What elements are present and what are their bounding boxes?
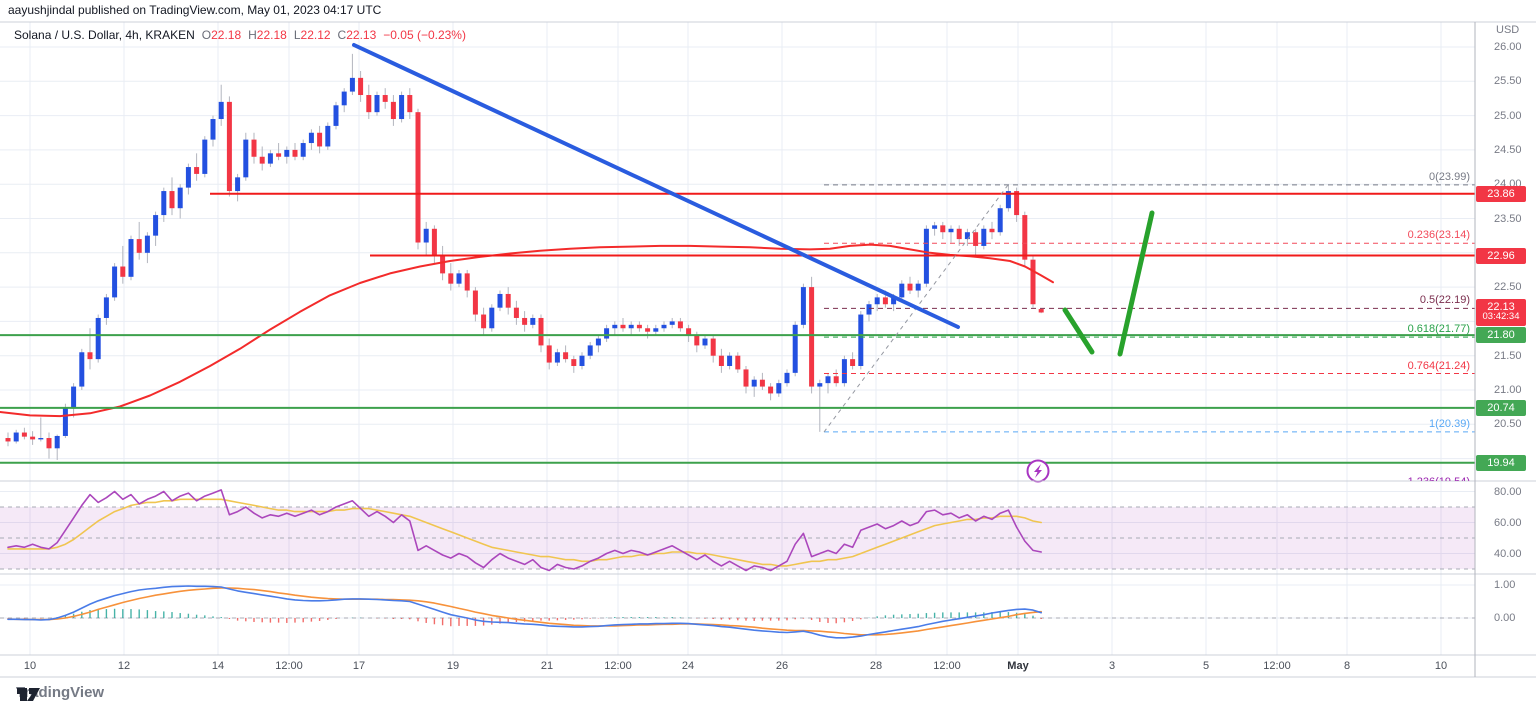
- time-tick-label[interactable]: 26: [775, 660, 789, 672]
- price-tick-label: 21.50: [1494, 349, 1522, 362]
- price-tick-label: 24.50: [1494, 143, 1522, 156]
- time-tick-label[interactable]: 19: [446, 660, 460, 672]
- price-badge: 22.13 03:42:34: [1476, 299, 1526, 327]
- time-tick-label[interactable]: 17: [352, 660, 366, 672]
- price-tick-label: 21.00: [1494, 384, 1522, 396]
- macd-tick-label: 0.00: [1494, 612, 1516, 624]
- time-tick-label[interactable]: 24: [681, 660, 695, 672]
- price-badge: 22.96: [1476, 247, 1526, 264]
- price-tick-label: 20.50: [1494, 418, 1522, 431]
- legend-ohlc-label: C: [337, 28, 347, 42]
- rsi-tick-label: 40.00: [1494, 547, 1522, 560]
- time-tick-label[interactable]: 12:00: [933, 660, 961, 672]
- legend-ohlc-value: 22.12: [300, 28, 331, 42]
- legend-ohlc: O22.18 H22.18 L22.12 C22.13: [195, 28, 377, 42]
- lightning-marker[interactable]: [1026, 459, 1050, 483]
- price-axis-currency-label: USD: [1496, 24, 1520, 36]
- time-tick-label[interactable]: 10: [23, 660, 37, 672]
- candle-countdown: 03:42:34: [1482, 311, 1520, 323]
- time-tick-label[interactable]: 21: [540, 660, 554, 672]
- publish-info: aayushjindal published on TradingView.co…: [8, 3, 382, 17]
- price-tick-label: 23.50: [1494, 212, 1522, 225]
- price-tick-label: 25.50: [1494, 75, 1522, 88]
- price-badge: 19.94: [1476, 454, 1526, 471]
- lightning-icon: [1034, 464, 1042, 478]
- tradingview-logo[interactable]: TradingView: [16, 684, 104, 701]
- rsi-tick-label: 80.00: [1494, 485, 1522, 498]
- price-tick-label: 22.50: [1494, 281, 1522, 294]
- time-tick-label[interactable]: 12:00: [275, 660, 303, 672]
- time-tick-label[interactable]: 14: [211, 660, 225, 672]
- legend-ohlc-label: O: [201, 28, 212, 42]
- price-badge: 20.74: [1476, 399, 1526, 416]
- macd-tick-label: 1.00: [1494, 579, 1516, 591]
- chart-legend: Solana / U.S. Dollar, 4h, KRAKEN O22.18 H2…: [14, 28, 466, 42]
- time-tick-label[interactable]: 12: [117, 660, 131, 672]
- legend-ohlc-value: 22.13: [346, 28, 377, 42]
- legend-ohlc-label: L: [293, 28, 301, 42]
- time-tick-label[interactable]: 5: [1202, 660, 1210, 672]
- time-axis[interactable]: 10 12 14 12:00 17 19 21 12:00 24 26 28 12:00 May 3 5 12…: [0, 660, 1475, 678]
- time-tick-label[interactable]: 12:00: [604, 660, 632, 672]
- rsi-tick-label: 60.00: [1494, 516, 1522, 529]
- time-tick-label[interactable]: 28: [869, 660, 883, 672]
- tradingview-logo-icon: [17, 688, 40, 701]
- time-tick-label[interactable]: 10: [1434, 660, 1448, 672]
- legend-ohlc-label: H: [248, 28, 257, 42]
- legend-ohlc-value: 22.18: [256, 28, 287, 42]
- time-tick-label[interactable]: 12:00: [1263, 660, 1291, 672]
- time-tick-label[interactable]: May: [1007, 660, 1029, 672]
- price-badge: 23.86: [1476, 185, 1526, 202]
- price-tick-label: 26.00: [1494, 41, 1522, 53]
- legend-ohlc-value: 22.18: [211, 28, 242, 42]
- price-badge: 21.80: [1476, 327, 1526, 344]
- legend-change: −0.05 (−0.23%): [383, 28, 466, 42]
- price-tick-label: 25.00: [1494, 109, 1522, 122]
- legend-title: Solana / U.S. Dollar, 4h, KRAKEN: [14, 28, 195, 42]
- time-tick-label[interactable]: 3: [1108, 660, 1116, 672]
- time-tick-label[interactable]: 8: [1343, 660, 1351, 672]
